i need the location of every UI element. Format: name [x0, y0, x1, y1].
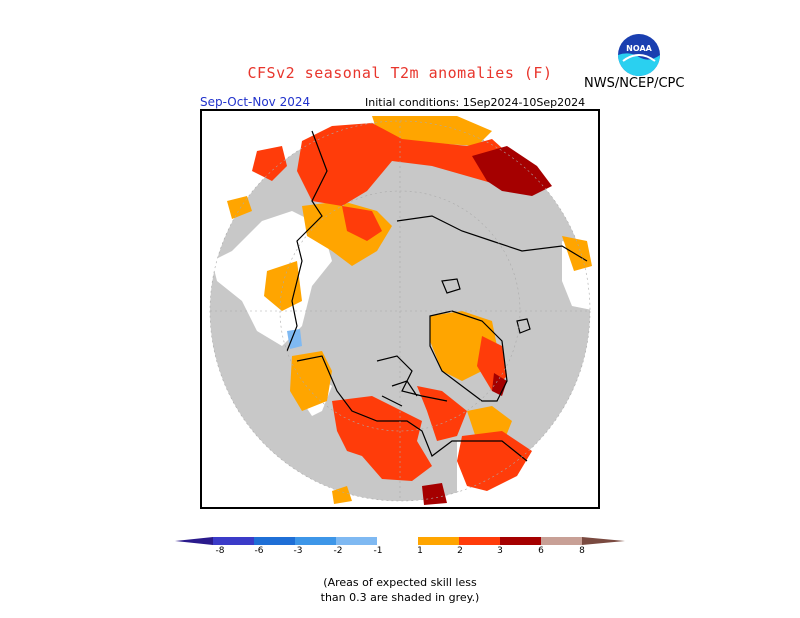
map-canvas — [209, 116, 597, 505]
colorbar-bin-m3-m2 — [295, 537, 336, 545]
anomaly-darkred-south — [422, 483, 447, 505]
coastline-eurasia — [286, 130, 588, 352]
colorbar-tick-label: -6 — [254, 546, 264, 556]
coastline-greenland — [429, 310, 508, 402]
colorbar-tick-label: 8 — [579, 546, 585, 556]
anomaly-orange-north — [372, 116, 492, 146]
colorbar-bin-p1-2 — [418, 537, 459, 545]
colorbar-tick-label: 2 — [457, 546, 463, 556]
colorbar-tick-label: 6 — [538, 546, 544, 556]
coastline-canadian-archipelago — [376, 355, 448, 407]
colorbar-upper-arrow — [582, 537, 625, 545]
colorbar-tick-label: -2 — [333, 546, 343, 556]
colorbar-bin-p3-6 — [500, 537, 541, 545]
colorbar-bin-m2-m1 — [336, 537, 377, 545]
anomaly-red-labrador — [457, 431, 532, 491]
colorbar-bin-m6-m3 — [254, 537, 295, 545]
noaa-logo: NOAA — [618, 34, 660, 76]
coastline-svalbard — [441, 278, 461, 294]
anomaly-red-north — [297, 123, 522, 206]
anomaly-darkred-siberia — [472, 146, 552, 196]
initial-conditions-label: Initial conditions: 1Sep2024-10Sep2024 — [365, 96, 586, 109]
agency-label: NWS/NCEP/CPC — [584, 76, 685, 91]
colorbar-bin-p6-8 — [541, 537, 582, 545]
colorbar-bin-p2-3 — [459, 537, 500, 545]
colorbar-tick-label: 3 — [497, 546, 503, 556]
anomaly-orange-south-spot — [332, 486, 352, 504]
anomaly-orange-nw-coast — [227, 196, 252, 219]
anomaly-red-hudson — [417, 386, 467, 441]
anomaly-red-canada — [332, 396, 432, 481]
anomaly-red-northwest — [252, 146, 287, 181]
skill-note-line-1: (Areas of expected skill less — [323, 576, 477, 589]
anomaly-orange-alaska — [290, 351, 332, 411]
colorbar-bin-m8-m6 — [213, 537, 254, 545]
season-label: Sep-Oct-Nov 2024 — [200, 95, 311, 109]
polar-anomaly-map — [200, 109, 600, 509]
colorbar-tick-label: -1 — [373, 546, 383, 556]
anomaly-red-center-strip — [342, 206, 382, 241]
noaa-logo-text: NOAA — [626, 44, 652, 53]
colorbar-tick-label: -8 — [215, 546, 225, 556]
anomaly-lightblue — [287, 329, 302, 349]
coastlines — [286, 130, 588, 462]
skill-note-line-2: than 0.3 are shaded in grey.) — [320, 591, 480, 604]
colorbar-lower-arrow — [175, 537, 213, 545]
colorbar-tick-label: 1 — [417, 546, 423, 556]
anomaly-darkred-greenland — [492, 373, 507, 396]
colorbar-tick-label: -3 — [293, 546, 303, 556]
colorbar — [175, 537, 625, 545]
coastline-iceland — [516, 318, 531, 334]
coastline-north-america — [296, 355, 528, 462]
chart-title: CFSv2 seasonal T2m anomalies (F) — [247, 64, 553, 82]
anomaly-orange-scandinavia — [562, 236, 592, 271]
colorbar-bin-m1-1 — [377, 537, 418, 545]
graticule — [209, 120, 591, 502]
